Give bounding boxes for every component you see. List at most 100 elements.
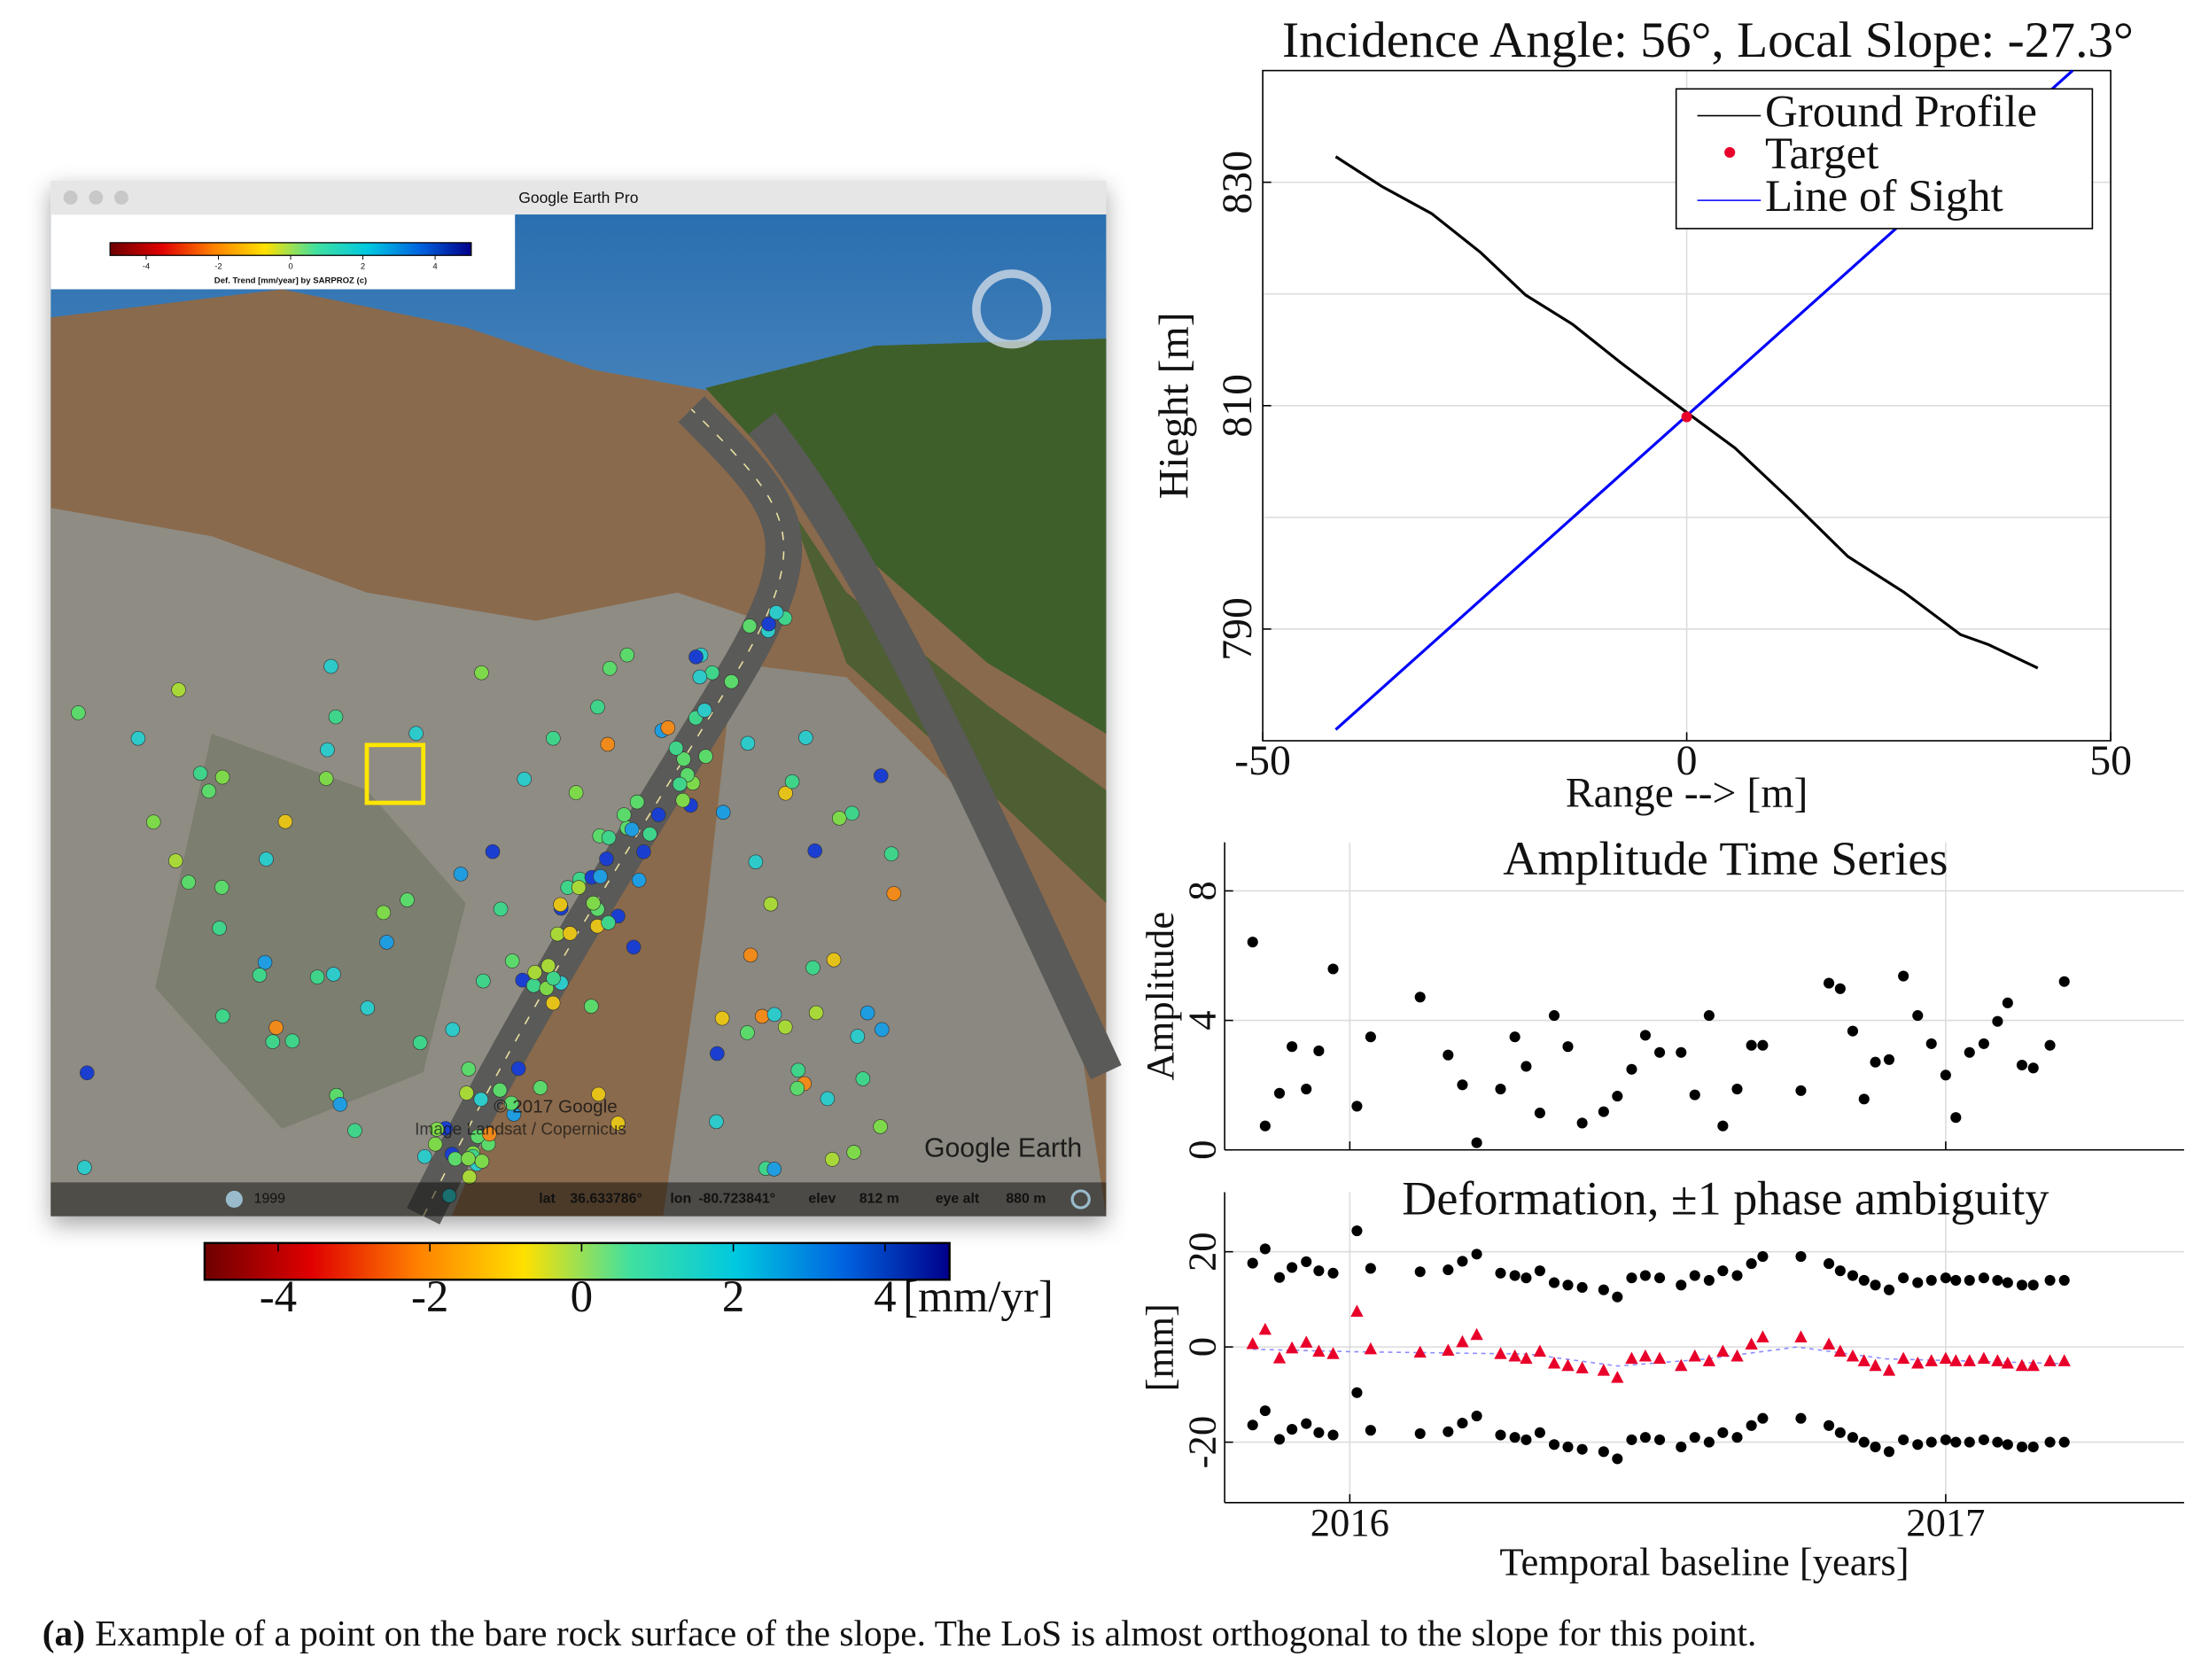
map-point	[79, 1065, 95, 1081]
point	[2044, 1274, 2056, 1286]
triangle-marker	[1456, 1334, 1469, 1348]
map-point	[778, 785, 793, 801]
minimize-button[interactable]	[89, 190, 104, 205]
triangle-marker	[1520, 1351, 1533, 1365]
triangle-marker	[1312, 1344, 1326, 1357]
map-point	[831, 811, 847, 826]
map-point	[417, 1148, 432, 1164]
point	[2002, 997, 2013, 1008]
y-tick-label: 4	[1180, 1010, 1225, 1030]
y-tick-label: 790	[1214, 597, 1261, 661]
series-line	[1252, 1346, 2065, 1367]
point	[1471, 1137, 1482, 1148]
point	[1898, 1272, 1909, 1284]
map-point	[590, 699, 605, 715]
map-point	[798, 730, 813, 745]
point	[2002, 1439, 2013, 1451]
point	[2016, 1059, 2028, 1071]
point	[1576, 1443, 1588, 1455]
point	[1287, 1424, 1298, 1435]
legend-label: Target	[1765, 129, 1878, 179]
map-point	[715, 805, 731, 820]
point	[1495, 1429, 1506, 1441]
chart: -50 0 50 790 810 830 Incidence Angle: 56°, Loc…	[1151, 12, 2134, 816]
point	[1247, 1257, 1258, 1269]
point	[1703, 1436, 1715, 1448]
map-point	[541, 958, 556, 974]
map-point	[473, 1092, 489, 1108]
point	[1598, 1446, 1609, 1458]
close-button[interactable]	[63, 190, 78, 205]
point	[1717, 1120, 1729, 1132]
map-point	[591, 1086, 606, 1102]
point	[1964, 1274, 1975, 1286]
map-point	[214, 1008, 230, 1024]
elev-value: 812 m	[859, 1192, 899, 1207]
point	[2016, 1279, 2028, 1291]
point	[1626, 1063, 1637, 1075]
colorbar-tick-label: 2	[722, 1272, 744, 1322]
map-point	[636, 844, 651, 859]
compass[interactable]	[972, 269, 1052, 349]
triangle-marker	[1561, 1358, 1575, 1372]
map-point	[427, 1136, 443, 1152]
point	[1795, 1085, 1807, 1096]
map-point	[459, 1085, 474, 1101]
map-point	[201, 783, 216, 799]
map-point	[485, 844, 501, 859]
point	[1598, 1284, 1609, 1295]
history-icon[interactable]	[225, 1190, 243, 1209]
point	[1576, 1281, 1588, 1294]
map-point	[527, 965, 542, 980]
point	[1313, 1427, 1325, 1438]
triangle-marker	[1508, 1349, 1521, 1362]
map-point	[347, 1123, 362, 1139]
triangle-marker	[2043, 1354, 2057, 1366]
imagery-credit: Image Landsat / Copernicus	[415, 1121, 626, 1139]
point	[1925, 1436, 1937, 1448]
map-point	[698, 749, 713, 764]
map-point	[631, 873, 647, 888]
map-point	[259, 852, 274, 867]
map-point	[462, 1170, 478, 1185]
window-title: Google Earth Pro	[518, 189, 638, 206]
lon-value: -80.723841°	[698, 1192, 775, 1207]
point	[1950, 1112, 1962, 1124]
point	[1327, 1267, 1339, 1279]
brand: Google Earth	[924, 1134, 1082, 1163]
legend-tick-label: -2	[214, 261, 222, 271]
zoom-button[interactable]	[113, 190, 128, 205]
point	[1940, 1434, 1951, 1445]
caption-label: (a)	[43, 1613, 85, 1654]
point	[1898, 1434, 1909, 1445]
point	[1746, 1039, 1757, 1051]
triangle-marker	[1547, 1356, 1561, 1369]
point	[1746, 1419, 1757, 1431]
map-point	[886, 886, 902, 901]
point	[1858, 1274, 1870, 1286]
status-icon[interactable]	[1070, 1189, 1091, 1209]
point	[1562, 1041, 1574, 1053]
point	[1443, 1049, 1454, 1061]
point	[1626, 1272, 1637, 1284]
map-point	[453, 867, 469, 882]
map-point	[533, 1080, 548, 1095]
triangle-marker	[1653, 1351, 1667, 1365]
triangle-marker	[2001, 1356, 2014, 1369]
point	[1717, 1427, 1729, 1438]
point	[1259, 1120, 1271, 1132]
y-tick-label: 8	[1180, 881, 1225, 900]
point	[1457, 1079, 1468, 1091]
point	[1847, 1270, 1859, 1281]
point	[1992, 1436, 2003, 1448]
point	[1598, 1106, 1609, 1117]
map-point	[265, 1034, 281, 1049]
point	[1731, 1270, 1743, 1281]
point	[1576, 1117, 1588, 1129]
point	[1247, 937, 1258, 948]
colorbar-tick-label: 0	[571, 1272, 593, 1322]
highlight-box	[364, 743, 426, 805]
legend-box	[1675, 88, 2094, 229]
triangle-marker	[2026, 1358, 2040, 1372]
map-point	[763, 896, 779, 912]
